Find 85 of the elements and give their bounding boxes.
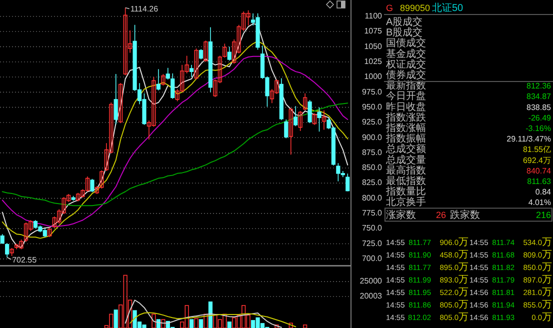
line-series xyxy=(130,312,296,328)
candlestick xyxy=(346,173,350,192)
category-label: 基金成交 xyxy=(386,48,426,60)
candlestick xyxy=(322,110,326,130)
text: 840.74 xyxy=(526,166,551,176)
y-tick-label: 1025 xyxy=(364,56,383,66)
y-tick-label: 20003 xyxy=(360,292,383,301)
annotation: 702.55 xyxy=(12,255,38,264)
text: -3.16% xyxy=(526,124,551,133)
y-tick-label: 1000 xyxy=(364,72,383,82)
category-label: A股成交 xyxy=(386,16,423,28)
text: 0.84 xyxy=(535,188,551,197)
category-label: 指数涨跌 xyxy=(385,111,426,124)
category-label: 指数振幅 xyxy=(385,132,426,145)
category-label: 国债成交 xyxy=(386,37,426,50)
text: 26 xyxy=(436,210,446,220)
category-label: 北京换手 xyxy=(386,196,426,208)
candlestick xyxy=(194,48,198,80)
text: 812.36 xyxy=(526,82,551,91)
y-tick-label: 725.0 xyxy=(362,238,383,248)
candlestick xyxy=(317,106,322,132)
category-label: 昨日收盘 xyxy=(386,100,426,113)
line-series xyxy=(124,300,282,328)
category-label: B股成交 xyxy=(386,26,423,39)
candlestick xyxy=(308,100,312,124)
text: G xyxy=(386,3,394,13)
candlestick xyxy=(198,48,204,60)
text: 216 xyxy=(536,210,551,220)
y-tick-label: 925.0 xyxy=(362,118,383,127)
y-tick-label: 975.0 xyxy=(362,87,383,96)
text: 跌家数 xyxy=(450,209,480,222)
y-tick-label: 775.0 xyxy=(362,208,383,218)
line-series xyxy=(2,102,348,206)
candlestick xyxy=(312,113,317,126)
y-tick-label: 1050 xyxy=(364,42,383,51)
text: 81.55亿 xyxy=(522,145,551,154)
y-tick-label: 825.0 xyxy=(362,178,383,188)
y-tick-label: 1100 xyxy=(364,11,383,20)
candlestick xyxy=(0,234,4,244)
text: -26.49 xyxy=(528,113,551,122)
y-tick-label: 25000 xyxy=(360,276,383,286)
text: 涨家数 xyxy=(386,209,416,222)
candlestick xyxy=(166,68,170,80)
y-tick-label: 900.0 xyxy=(362,132,383,142)
text: 北证50 xyxy=(432,2,464,14)
category-label: 总成交量 xyxy=(385,154,426,166)
candlestick xyxy=(156,68,160,91)
candlestick xyxy=(303,92,308,111)
candlestick xyxy=(294,106,298,127)
category-label: 权证成交 xyxy=(385,58,426,70)
y-tick-label: 700.0 xyxy=(362,254,383,264)
category-label: 最低指数 xyxy=(386,175,426,187)
category-label: 债券成交 xyxy=(386,69,426,81)
category-label: 今日开盘 xyxy=(386,90,426,102)
category-label: 总成交额 xyxy=(385,143,426,156)
candlestick xyxy=(227,46,232,62)
candlestick xyxy=(284,119,288,139)
text: 4.01% xyxy=(528,198,551,208)
text: 838.85 xyxy=(526,102,551,112)
candlestick xyxy=(90,178,94,193)
text: 692.4万 xyxy=(522,156,551,165)
candlestick xyxy=(5,242,10,258)
y-tick-label: 850.0 xyxy=(362,163,383,172)
candlestick xyxy=(118,82,123,124)
y-tick-label: 950.0 xyxy=(362,102,383,112)
candlestick xyxy=(170,72,175,100)
candlestick xyxy=(298,110,302,132)
text: 811.63 xyxy=(527,177,551,186)
text: 834.87 xyxy=(526,92,551,102)
candlestick xyxy=(190,64,194,78)
category-label: 指数量比 xyxy=(385,186,426,198)
candlestick xyxy=(204,40,208,62)
text: 29.11/3.47% xyxy=(506,134,551,144)
y-tick-label: 800.0 xyxy=(362,193,383,202)
category-label: 指数涨幅 xyxy=(385,122,426,134)
annotation: 1114.26 xyxy=(130,4,159,14)
candlestick xyxy=(48,227,52,238)
text: 899050 xyxy=(400,3,430,13)
category-label: 最高指数 xyxy=(386,164,426,176)
y-tick-label: 750.0 xyxy=(362,224,383,233)
y-tick-label: 1075 xyxy=(364,26,383,36)
candlestick xyxy=(161,74,166,86)
candlestick xyxy=(114,74,118,125)
y-tick-label: 875.0 xyxy=(362,148,383,157)
candlestick xyxy=(288,108,293,156)
